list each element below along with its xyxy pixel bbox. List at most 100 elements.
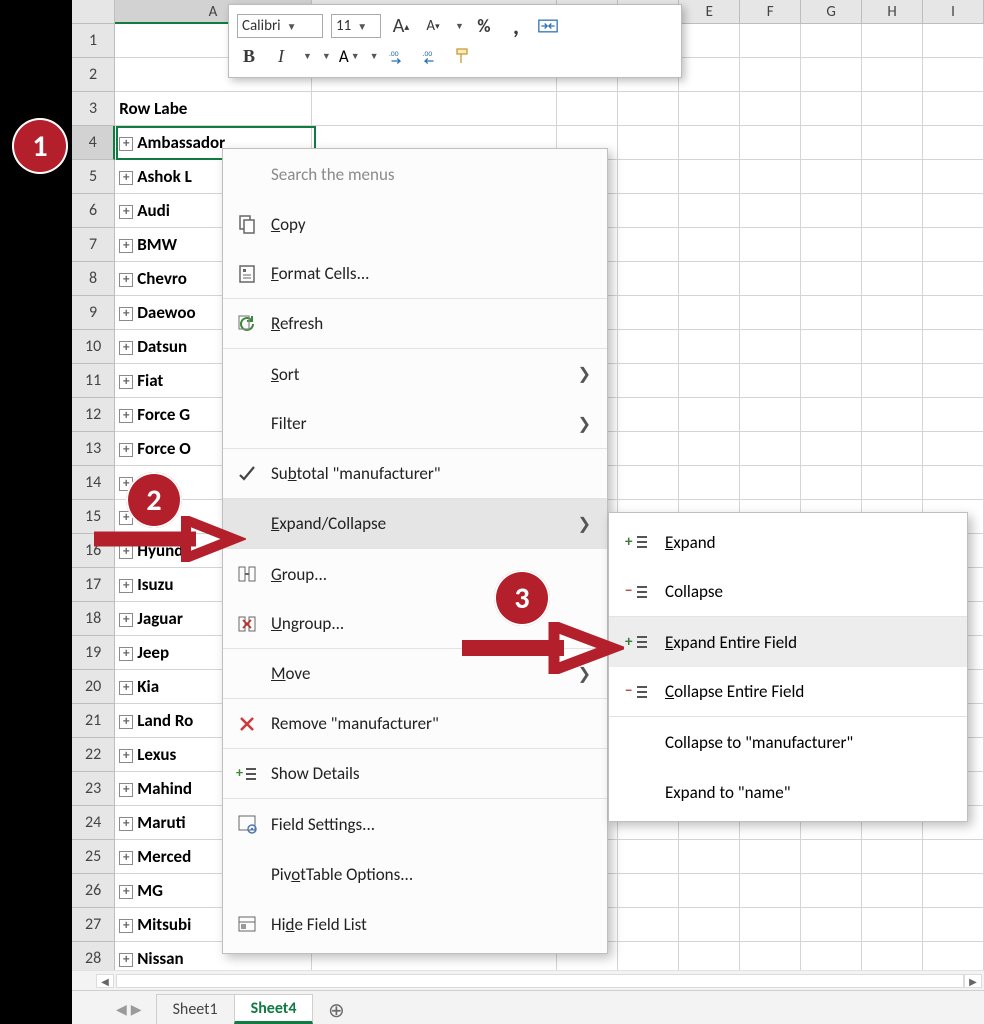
row-header-18[interactable]: 18 xyxy=(72,602,115,636)
ctx-item-copy[interactable]: Copy xyxy=(223,199,607,249)
cell-G27[interactable] xyxy=(801,908,862,942)
cell-G1[interactable] xyxy=(801,24,862,58)
cell-I2[interactable] xyxy=(923,58,984,92)
row-header-2[interactable]: 2 xyxy=(72,58,115,92)
sheet-tab-sheet4[interactable]: Sheet4 xyxy=(234,994,314,1024)
conditional-format-icon[interactable]: ▼ xyxy=(453,21,464,32)
column-header-E[interactable]: E xyxy=(679,0,740,24)
align-icon[interactable]: ▼ xyxy=(301,51,312,62)
expand-icon[interactable]: + xyxy=(119,579,133,593)
expand-icon[interactable]: + xyxy=(119,715,133,729)
row-header-19[interactable]: 19 xyxy=(72,636,115,670)
cell-I9[interactable] xyxy=(923,296,984,330)
scroll-right-icon[interactable]: ▶ xyxy=(964,974,982,988)
cell-H2[interactable] xyxy=(862,58,923,92)
cell-G5[interactable] xyxy=(801,160,862,194)
cell-D8[interactable] xyxy=(618,262,679,296)
expand-icon[interactable]: + xyxy=(119,273,133,287)
sub-item-collapse[interactable]: −Collapse xyxy=(609,567,967,617)
cell-G10[interactable] xyxy=(801,330,862,364)
column-header-I[interactable]: I xyxy=(923,0,984,24)
row-header-3[interactable]: 3 xyxy=(72,92,115,126)
cell-F26[interactable] xyxy=(740,874,801,908)
cell-D6[interactable] xyxy=(618,194,679,228)
row-header-20[interactable]: 20 xyxy=(72,670,115,704)
cell-G2[interactable] xyxy=(801,58,862,92)
row-header-22[interactable]: 22 xyxy=(72,738,115,772)
cell-H6[interactable] xyxy=(862,194,923,228)
cell-G7[interactable] xyxy=(801,228,862,262)
cell-H7[interactable] xyxy=(862,228,923,262)
expand-icon[interactable]: + xyxy=(119,341,133,355)
cell-I27[interactable] xyxy=(923,908,984,942)
row-header-5[interactable]: 5 xyxy=(72,160,115,194)
cell-E8[interactable] xyxy=(679,262,740,296)
expand-icon[interactable]: + xyxy=(119,409,133,423)
row-header-12[interactable]: 12 xyxy=(72,398,115,432)
cell-G13[interactable] xyxy=(801,432,862,466)
row-header-10[interactable]: 10 xyxy=(72,330,115,364)
cell-G26[interactable] xyxy=(801,874,862,908)
tab-nav[interactable]: ◀ ▶ xyxy=(116,994,142,1024)
cell-G9[interactable] xyxy=(801,296,862,330)
row-header-21[interactable]: 21 xyxy=(72,704,115,738)
cell-E1[interactable] xyxy=(679,24,740,58)
cell-H8[interactable] xyxy=(862,262,923,296)
ctx-item-field-settings[interactable]: Field Settings... xyxy=(223,799,607,849)
fill-color-icon[interactable]: ▼ xyxy=(320,51,331,62)
cell-F1[interactable] xyxy=(740,24,801,58)
cell-D27[interactable] xyxy=(618,908,679,942)
cell-I13[interactable] xyxy=(923,432,984,466)
cell-D14[interactable] xyxy=(618,466,679,500)
cell-D10[interactable] xyxy=(618,330,679,364)
italic-icon[interactable]: I xyxy=(269,44,293,68)
merge-icon[interactable] xyxy=(536,14,560,38)
cell-H4[interactable] xyxy=(862,126,923,160)
row-header-14[interactable]: 14 xyxy=(72,466,115,500)
cell-E13[interactable] xyxy=(679,432,740,466)
ctx-item-remove-manufacturer[interactable]: Remove "manufacturer" xyxy=(223,699,607,749)
increase-decimal-icon[interactable]: .00 xyxy=(387,44,411,68)
ctx-item-filter[interactable]: Filter❯ xyxy=(223,399,607,449)
cell-I11[interactable] xyxy=(923,364,984,398)
expand-icon[interactable]: + xyxy=(119,171,133,185)
comma-icon[interactable]: , xyxy=(504,14,528,38)
font-color-icon[interactable]: A ▼ xyxy=(339,46,360,67)
cell-F10[interactable] xyxy=(740,330,801,364)
cell-D11[interactable] xyxy=(618,364,679,398)
cell-H13[interactable] xyxy=(862,432,923,466)
cell-H1[interactable] xyxy=(862,24,923,58)
expand-icon[interactable]: + xyxy=(119,783,133,797)
cell-H25[interactable] xyxy=(862,840,923,874)
cell-E11[interactable] xyxy=(679,364,740,398)
bold-icon[interactable]: B xyxy=(237,44,261,68)
expand-icon[interactable]: + xyxy=(119,375,133,389)
horizontal-scrollbar[interactable]: ◀ ▶ xyxy=(72,970,984,990)
expand-icon[interactable]: + xyxy=(119,851,133,865)
cell-I5[interactable] xyxy=(923,160,984,194)
ctx-item-show-details[interactable]: +Show Details xyxy=(223,749,607,799)
expand-icon[interactable]: + xyxy=(119,239,133,253)
cell-F9[interactable] xyxy=(740,296,801,330)
cell-E9[interactable] xyxy=(679,296,740,330)
cell-E7[interactable] xyxy=(679,228,740,262)
cell-H11[interactable] xyxy=(862,364,923,398)
ctx-item-sort[interactable]: Sort❯ xyxy=(223,349,607,399)
row-header-27[interactable]: 27 xyxy=(72,908,115,942)
expand-icon[interactable]: + xyxy=(119,953,133,967)
row-header-23[interactable]: 23 xyxy=(72,772,115,806)
cell-D26[interactable] xyxy=(618,874,679,908)
cell-F12[interactable] xyxy=(740,398,801,432)
row-header-13[interactable]: 13 xyxy=(72,432,115,466)
cell-D13[interactable] xyxy=(618,432,679,466)
tab-prev-icon[interactable]: ◀ xyxy=(116,1001,127,1018)
cell-I7[interactable] xyxy=(923,228,984,262)
cell-G6[interactable] xyxy=(801,194,862,228)
cell-G4[interactable] xyxy=(801,126,862,160)
cell-H10[interactable] xyxy=(862,330,923,364)
row-header-1[interactable]: 1 xyxy=(72,24,115,58)
format-painter-icon[interactable] xyxy=(451,44,475,68)
select-all-corner[interactable] xyxy=(72,0,115,24)
decrease-font-icon[interactable]: A▾ xyxy=(421,14,445,38)
cell-I26[interactable] xyxy=(923,874,984,908)
